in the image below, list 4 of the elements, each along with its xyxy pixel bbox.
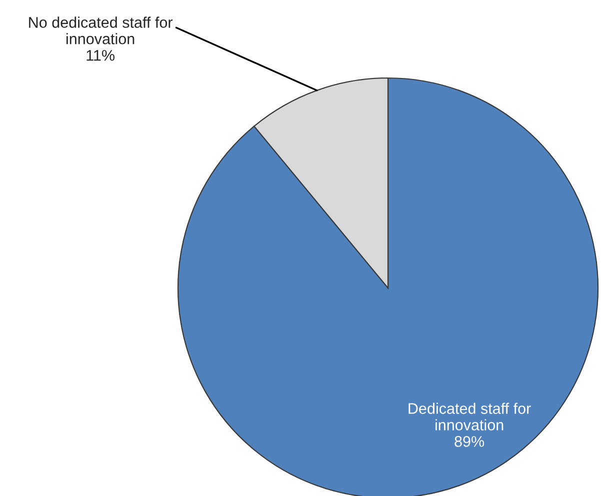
slice-label: No dedicated staff for innovation: [29, 16, 173, 44]
data-label: 11%: [86, 50, 114, 61]
slice-label: Dedicated staff for innovation: [408, 402, 531, 430]
data-label: 89%: [454, 436, 484, 447]
